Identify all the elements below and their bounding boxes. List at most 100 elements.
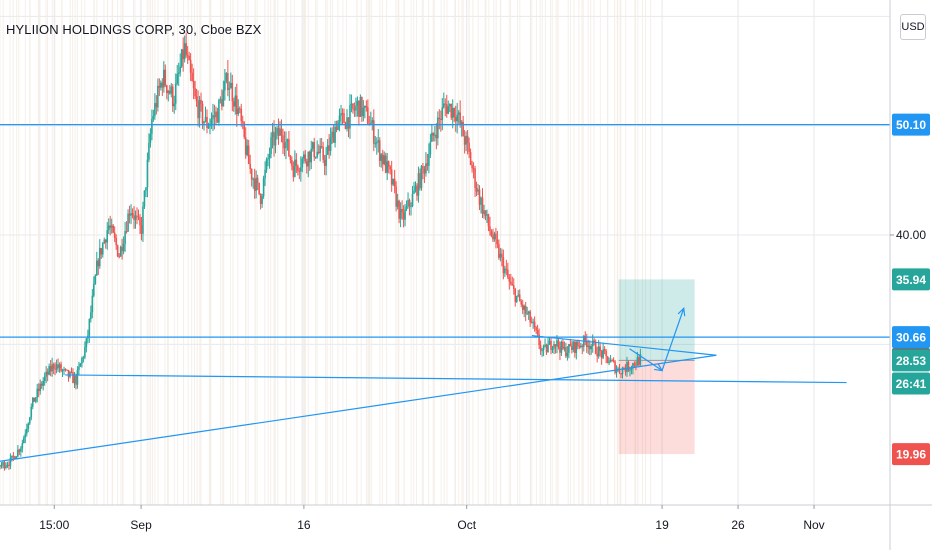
candle-body bbox=[618, 368, 621, 374]
candle-body bbox=[82, 357, 85, 359]
candle-body bbox=[627, 361, 630, 371]
candle-body bbox=[176, 73, 179, 84]
candle-body bbox=[297, 165, 299, 171]
candle-body bbox=[118, 256, 120, 258]
candle-body bbox=[341, 113, 344, 115]
candle-body bbox=[183, 43, 186, 60]
candle-body bbox=[103, 239, 106, 244]
candle-body bbox=[235, 95, 238, 115]
drawings-layer[interactable] bbox=[0, 124, 890, 462]
candle-body bbox=[405, 206, 408, 210]
candle-body bbox=[422, 166, 424, 169]
candle-body bbox=[337, 121, 339, 130]
candle-body bbox=[527, 311, 530, 314]
candle-body bbox=[210, 119, 213, 124]
candle-body bbox=[468, 142, 470, 153]
candle-body bbox=[206, 116, 208, 129]
x-tick-label: Oct bbox=[457, 518, 476, 532]
candle-body bbox=[109, 225, 112, 228]
candle-body bbox=[407, 200, 409, 207]
candle-body bbox=[605, 350, 607, 357]
candle-body bbox=[507, 269, 509, 278]
candle-body bbox=[142, 206, 144, 234]
candle-body bbox=[539, 345, 542, 351]
candle-body bbox=[225, 73, 228, 81]
candle-body bbox=[419, 173, 421, 189]
candle-body bbox=[243, 122, 246, 138]
candle-body bbox=[125, 231, 128, 233]
candle-body bbox=[42, 380, 44, 386]
candle-body bbox=[75, 375, 77, 385]
candle-body bbox=[524, 305, 527, 314]
candle-body bbox=[428, 153, 430, 166]
candle-body bbox=[61, 370, 64, 372]
candle-body bbox=[255, 177, 257, 191]
candle-body bbox=[399, 208, 402, 219]
candle-body bbox=[353, 109, 356, 111]
candle-body bbox=[375, 142, 378, 144]
candle-body bbox=[14, 456, 16, 460]
candle-body bbox=[186, 55, 189, 57]
candle-body bbox=[553, 344, 555, 349]
candle-body bbox=[94, 275, 97, 284]
candle-body bbox=[267, 158, 269, 160]
candle-body bbox=[402, 212, 405, 220]
currency-button[interactable]: USD bbox=[900, 14, 926, 40]
candle-body bbox=[609, 359, 612, 363]
candle-body bbox=[362, 107, 365, 117]
candle-body bbox=[453, 108, 456, 118]
candlestick-series bbox=[0, 32, 642, 471]
candle-body bbox=[57, 364, 59, 369]
candle-body bbox=[521, 304, 524, 310]
candle-body bbox=[250, 168, 253, 180]
candle-body bbox=[548, 340, 551, 345]
candle-body bbox=[149, 133, 152, 143]
price-label-badge bbox=[892, 443, 930, 466]
candle-body bbox=[475, 188, 478, 192]
candle-body bbox=[562, 341, 564, 349]
candle-body bbox=[310, 148, 313, 163]
candle-body bbox=[110, 225, 113, 228]
candle-body bbox=[383, 155, 386, 165]
candle-body bbox=[230, 82, 232, 89]
candle-body bbox=[620, 373, 622, 375]
candle-body bbox=[231, 82, 234, 102]
candle-body bbox=[101, 243, 104, 255]
candle-body bbox=[600, 350, 603, 358]
candle-body bbox=[28, 417, 31, 424]
candle-body bbox=[569, 344, 572, 347]
candle-body bbox=[359, 96, 362, 117]
candle-body bbox=[170, 86, 173, 94]
price-label-badge bbox=[892, 372, 930, 395]
long-position-tool[interactable] bbox=[618, 279, 695, 455]
candle-body bbox=[76, 369, 79, 385]
candle-body bbox=[115, 237, 117, 246]
price-label-badge bbox=[892, 113, 930, 136]
trend-line bbox=[65, 374, 847, 384]
candle-body bbox=[530, 322, 533, 324]
x-tick-label: 15:00 bbox=[39, 518, 69, 532]
candle-body bbox=[594, 342, 597, 354]
candle-body bbox=[364, 105, 366, 108]
candle-body bbox=[203, 121, 205, 124]
candle-body bbox=[454, 117, 457, 122]
candle-body bbox=[550, 340, 552, 350]
candle-body bbox=[291, 159, 293, 166]
candle-body bbox=[55, 364, 58, 370]
candle-body bbox=[107, 225, 110, 231]
price-label-text: 30.66 bbox=[896, 331, 926, 345]
candle-body bbox=[54, 368, 56, 370]
candle-body bbox=[389, 166, 391, 170]
candle-body bbox=[484, 210, 487, 216]
candle-body bbox=[119, 246, 122, 257]
candle-body bbox=[24, 433, 27, 438]
candle-body bbox=[335, 126, 338, 130]
candle-body bbox=[221, 99, 223, 107]
candle-body bbox=[579, 345, 582, 348]
candle-body bbox=[2, 462, 4, 465]
candle-body bbox=[459, 112, 461, 125]
candle-body bbox=[58, 364, 61, 369]
candle-body bbox=[591, 340, 594, 347]
